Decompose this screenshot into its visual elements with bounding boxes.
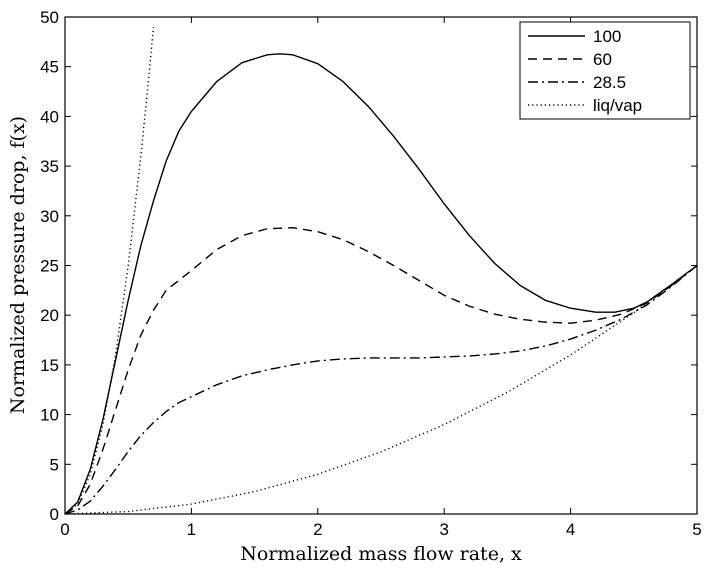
series-line-liq-vap <box>64 26 698 515</box>
y-tick-label: 30 <box>40 207 59 226</box>
y-tick-label: 25 <box>40 257 59 276</box>
y-tick-label: 20 <box>40 306 59 325</box>
x-tick-label: 0 <box>60 520 69 539</box>
legend-label: 28.5 <box>593 73 626 92</box>
y-tick-label: 35 <box>40 157 59 176</box>
series-line-100 <box>64 53 698 515</box>
legend-label: 100 <box>593 27 621 46</box>
y-tick-label: 40 <box>40 107 59 126</box>
legend: 100 60 28.5 liq/vap <box>519 21 691 120</box>
y-tick-label: 15 <box>40 356 59 375</box>
y-axis-label: Normalized pressure drop, f(x) <box>7 116 29 414</box>
x-tick-label: 3 <box>439 520 448 539</box>
legend-label: 60 <box>593 50 612 69</box>
x-tick-label: 2 <box>313 520 322 539</box>
y-tick-label: 0 <box>50 505 59 524</box>
legend-box <box>519 21 691 120</box>
series-line-28-5 <box>64 264 698 515</box>
y-tick-label: 10 <box>40 406 59 425</box>
x-axis-label: Normalized mass flow rate, x <box>240 543 522 565</box>
series-group <box>64 26 698 515</box>
legend-label: liq/vap <box>593 96 642 115</box>
x-tick-label: 5 <box>692 520 701 539</box>
y-tick-label: 5 <box>50 455 59 474</box>
x-tick-label: 1 <box>187 520 196 539</box>
series-line-60 <box>64 227 698 515</box>
y-tick-label: 50 <box>40 8 59 27</box>
y-tick-label: 45 <box>40 58 59 77</box>
x-tick-label: 4 <box>566 520 575 539</box>
